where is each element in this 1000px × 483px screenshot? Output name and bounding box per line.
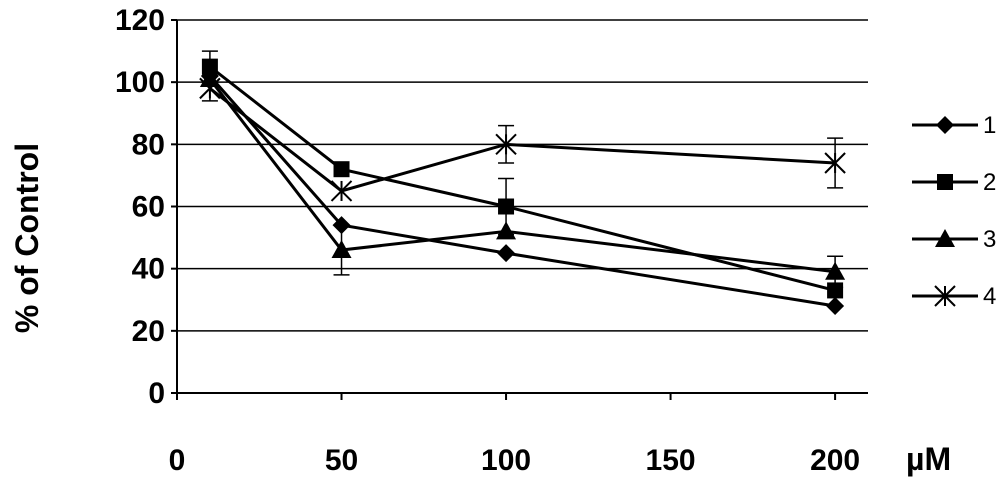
axes [171,19,868,400]
star-marker [495,133,517,156]
series-line [208,74,836,308]
y-tick-labels: 0 20 40 60 80 100 120 [115,4,165,410]
x-tick-labels: 0 50 100 150 200 [169,444,860,477]
series-2 [201,50,844,299]
diamond-marker [936,116,954,134]
grid-lines [177,19,868,332]
legend: 1 2 3 4 [912,112,996,310]
legend-label: 4 [983,283,996,310]
series-line [208,78,836,274]
triangle-marker [331,240,352,259]
star-marker [824,152,846,174]
legend-item-2: 2 [912,169,996,196]
x-unit-label: µM [906,441,951,477]
y-tick-label: 40 [132,253,165,286]
series-4 [199,75,846,202]
triangle-marker [496,221,517,240]
y-tick-label: 80 [132,128,165,161]
x-tick-label: 100 [481,444,531,477]
triangle-marker [935,229,955,247]
legend-item-4: 4 [912,283,996,310]
y-tick-label: 120 [115,4,165,37]
square-marker [937,174,953,190]
y-axis-label: % of Control [9,143,45,333]
series-line [208,87,836,193]
y-tick-label: 20 [132,315,165,348]
x-tick-label: 150 [646,444,696,477]
legend-item-1: 1 [912,112,996,139]
legend-item-3: 3 [912,226,996,253]
triangle-marker [825,261,846,280]
legend-label: 3 [983,226,996,253]
x-tick-label: 200 [810,444,860,477]
x-tick-label: 0 [169,444,186,477]
y-tick-label: 0 [148,377,165,410]
star-marker [934,285,956,307]
legend-label: 2 [983,169,996,196]
star-marker [330,180,353,202]
legend-label: 1 [983,112,996,139]
diamond-marker [497,244,516,263]
series-group [199,50,846,315]
star-marker [199,77,221,100]
series-line [208,65,836,292]
square-marker [827,282,844,299]
x-tick-label: 50 [325,444,358,477]
y-tick-label: 60 [132,191,165,224]
square-marker [201,58,218,75]
y-tick-label: 100 [115,66,165,99]
square-marker [498,198,515,215]
diamond-marker [826,296,845,315]
square-marker [333,161,350,178]
